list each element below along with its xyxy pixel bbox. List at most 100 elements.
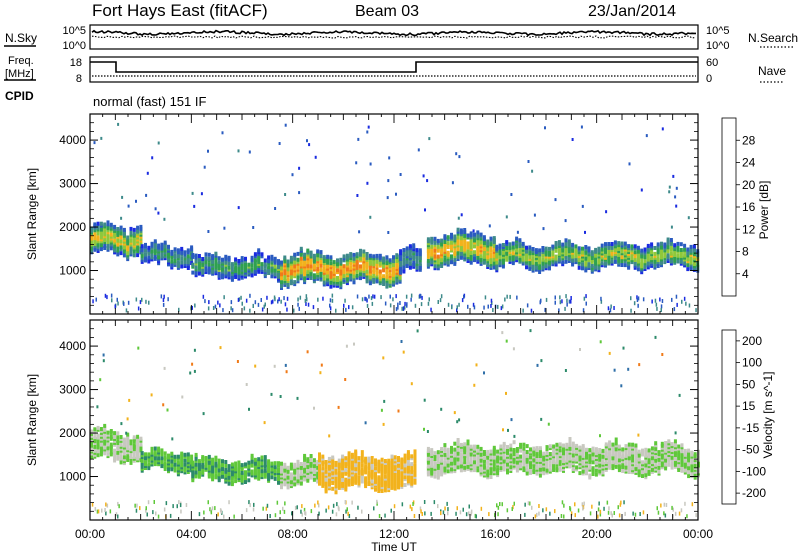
noise-cell [492,308,494,312]
noise-cell [365,297,367,302]
noise-cell [496,503,498,508]
echo-cell [201,462,205,467]
echo-cell [450,254,453,259]
echo-cell [650,252,654,257]
echo-cell [692,244,696,249]
echo-cell [306,248,310,253]
scatter-cell [163,366,166,370]
echo-cell [240,463,244,468]
scatter-cell [298,191,301,195]
scatter-cell [146,171,149,175]
echo-cell [173,468,177,473]
echo-cell [413,463,417,468]
echo-cell [392,255,395,260]
echo-cell [207,454,211,459]
echo-cell [316,249,320,254]
echo-cell [611,442,615,447]
echo-cell [532,468,536,473]
noise-cell [141,297,143,302]
noise-cell [286,296,289,301]
echo-cell [600,247,604,252]
echo-cell [506,445,509,449]
noise-cell [167,297,169,302]
station-title: Fort Hays East (fitACF) [92,1,268,20]
noise-cell [276,500,279,505]
noise-cell [506,508,509,513]
noise-cell [405,294,408,299]
echo-cell [318,472,321,476]
scatter-cell [675,204,678,208]
echo-cell [299,256,303,261]
echo-cell [644,447,648,452]
noise-cell [284,302,287,307]
echo-cell [689,244,693,249]
echo-cell [406,461,410,466]
scatter-cell [369,215,372,219]
echo-cell [446,469,450,474]
echo-cell [561,260,565,265]
noise-cell [447,507,449,512]
echo-cell [263,455,267,460]
echo-cell [509,453,513,458]
echo-cell [263,268,267,273]
noise-cell [597,507,600,512]
echo-cell [598,448,602,452]
noise-cell [497,512,499,517]
echo-cell [515,236,519,241]
echo-cell [535,446,539,451]
echo-cell [273,465,277,470]
echo-cell [93,427,97,432]
echo-cell [214,251,218,256]
noise-cell [230,306,232,311]
noise-cell [351,500,353,505]
noise-cell [421,512,423,516]
echo-cell [122,227,126,232]
echo-cell [535,452,539,456]
noise-cell [695,513,697,518]
echo-cell [624,461,628,466]
noise-cell [145,508,147,513]
echo-cell [204,252,208,257]
echo-cell [641,460,644,465]
noise-cell [585,301,587,306]
echo-cell [571,441,575,446]
echo-cell [207,266,211,271]
echo-cell [558,465,562,470]
echo-cell [93,444,97,449]
echo-cell [93,435,97,440]
echo-cell [489,449,493,454]
echo-cell [617,444,621,449]
echo-cell [332,269,336,274]
echo-cell [623,241,627,246]
echo-cell [374,487,377,492]
noise-cell [451,305,453,310]
echo-cell [584,245,588,249]
noise-cell [539,300,541,305]
echo-cell [303,453,307,458]
echo-cell [486,465,490,470]
echo-cell [525,444,529,449]
echo-cell [558,461,562,466]
noise-cell [600,296,602,301]
noise-cell [468,504,470,509]
echo-cell [402,248,406,252]
scatter-cell [353,342,355,346]
noise-cell [389,294,391,299]
echo-cell [280,260,283,265]
noise-cell [266,503,269,508]
echo-cell [534,248,538,253]
echo-cell [129,238,133,243]
noise-cell [219,303,221,308]
echo-cell [337,470,341,475]
y-tick-label: 4000 [59,133,86,147]
echo-cell [594,468,598,473]
echo-cell [334,476,338,481]
noise-cell [106,503,109,508]
echo-cell [234,461,238,466]
echo-cell [153,255,157,259]
echo-cell [669,238,673,242]
echo-cell [293,252,297,257]
y-tick-label: 1000 [59,264,86,278]
noise-cell [446,501,448,506]
echo-cell [349,252,353,257]
